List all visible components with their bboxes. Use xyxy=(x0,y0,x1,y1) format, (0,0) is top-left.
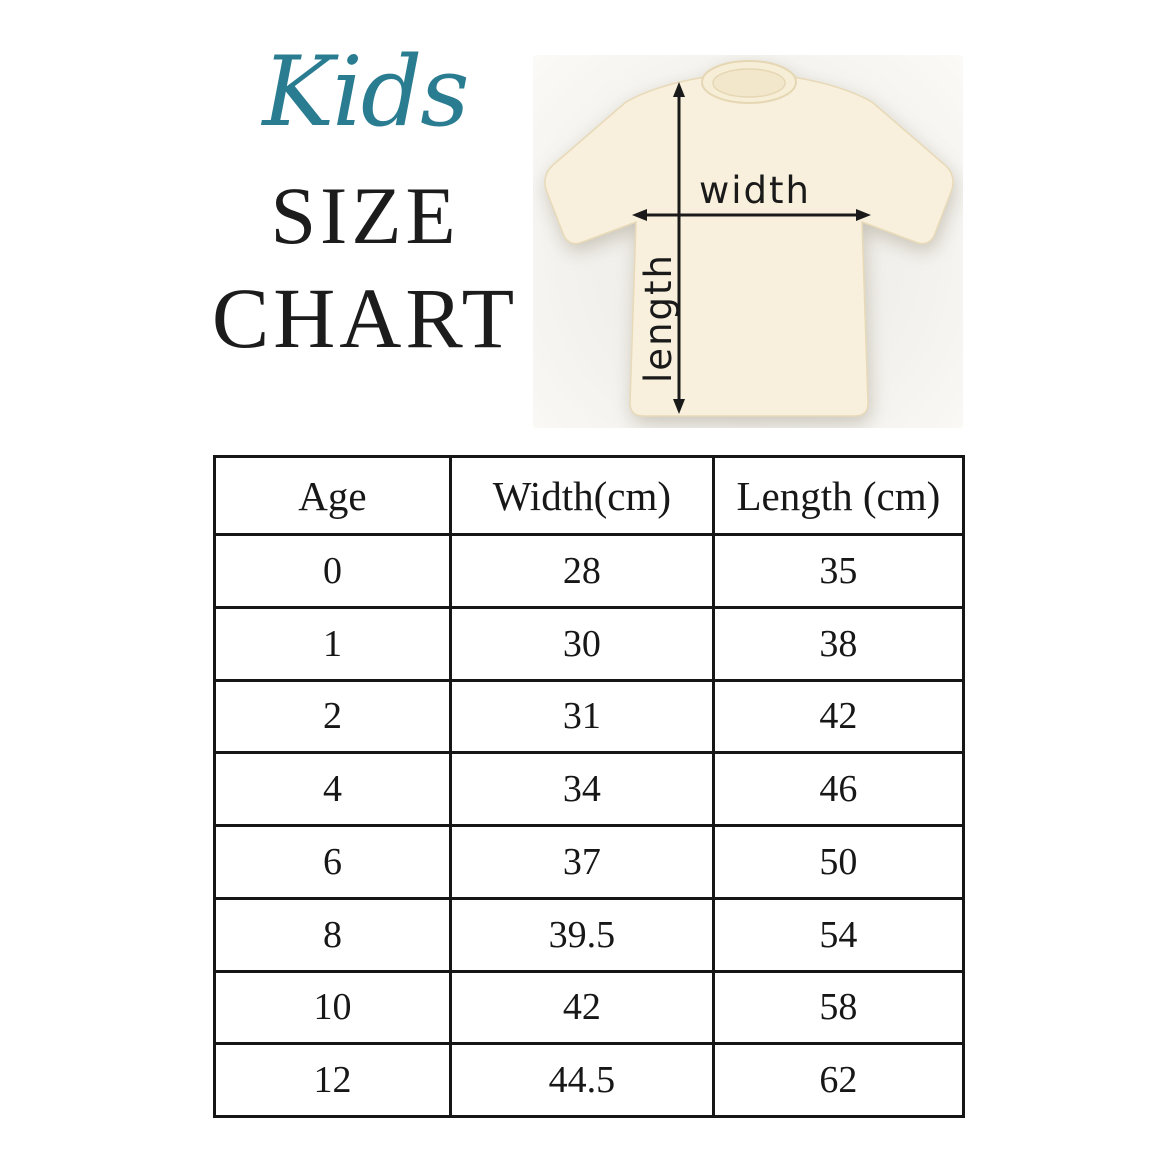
table-cell: 54 xyxy=(711,896,966,973)
tshirt-diagram: width length xyxy=(544,60,954,417)
size-table: Age Width(cm) Length (cm) 0 28 35 1 30 38 2 31 42 4… xyxy=(213,455,966,1118)
table-cell: 38 xyxy=(711,605,966,682)
tshirt-photo: width length xyxy=(533,55,963,428)
table-cell: 62 xyxy=(711,1042,966,1118)
table-row: 12 44.5 62 xyxy=(213,1042,966,1118)
table-cell: 12 xyxy=(213,1042,452,1118)
table-cell: 34 xyxy=(448,751,715,827)
table-cell: 35 xyxy=(711,533,966,609)
chart-title-line: CHART xyxy=(211,270,519,366)
column-header: Age xyxy=(213,455,452,536)
size-table-grid: Age Width(cm) Length (cm) 0 28 35 1 30 38 2 31 42 4… xyxy=(213,455,966,1118)
table-row: 6 37 50 xyxy=(213,824,966,900)
table-row: 10 42 58 xyxy=(213,969,966,1046)
table-row: Age Width(cm) Length (cm) xyxy=(213,455,966,536)
table-row: 1 30 38 xyxy=(213,605,966,682)
table-row: 2 31 42 xyxy=(213,678,966,755)
kids-script-title: Kids xyxy=(262,36,469,148)
table-row: 8 39.5 54 xyxy=(213,896,966,973)
table-cell: 46 xyxy=(711,751,966,827)
length-arrow xyxy=(673,82,685,414)
table-cell: 4 xyxy=(213,751,452,827)
table-cell: 39.5 xyxy=(448,896,715,973)
table-cell: 1 xyxy=(213,605,452,682)
length-label: length xyxy=(637,253,680,383)
column-header: Width(cm) xyxy=(448,455,715,536)
table-cell: 0 xyxy=(213,533,452,609)
table-cell: 58 xyxy=(711,969,966,1046)
table-cell: 42 xyxy=(711,678,966,755)
width-arrow xyxy=(632,209,871,221)
width-label: width xyxy=(699,169,811,212)
tshirt-collar-inner xyxy=(712,68,786,98)
table-body: 0 28 35 1 30 38 2 31 42 4 34 46 6 37 50 8 39.5 54 10 42 58 12… xyxy=(213,533,966,1118)
tshirt-body xyxy=(544,76,954,417)
table-cell: 30 xyxy=(448,605,715,682)
table-cell: 6 xyxy=(213,824,452,900)
table-row: 0 28 35 xyxy=(213,533,966,609)
table-cell: 31 xyxy=(448,678,715,755)
table-cell: 8 xyxy=(213,896,452,973)
column-header: Length (cm) xyxy=(711,455,966,536)
table-cell: 28 xyxy=(448,533,715,609)
table-cell: 44.5 xyxy=(448,1042,715,1118)
table-cell: 37 xyxy=(448,824,715,900)
table-row: 4 34 46 xyxy=(213,751,966,827)
table-cell: 2 xyxy=(213,678,452,755)
table-header-row: Age Width(cm) Length (cm) xyxy=(213,455,966,536)
size-title-line: SIZE xyxy=(270,170,460,261)
table-cell: 50 xyxy=(711,824,966,900)
table-cell: 42 xyxy=(448,969,715,1046)
table-cell: 10 xyxy=(213,969,452,1046)
tshirt-illustration xyxy=(544,60,954,417)
